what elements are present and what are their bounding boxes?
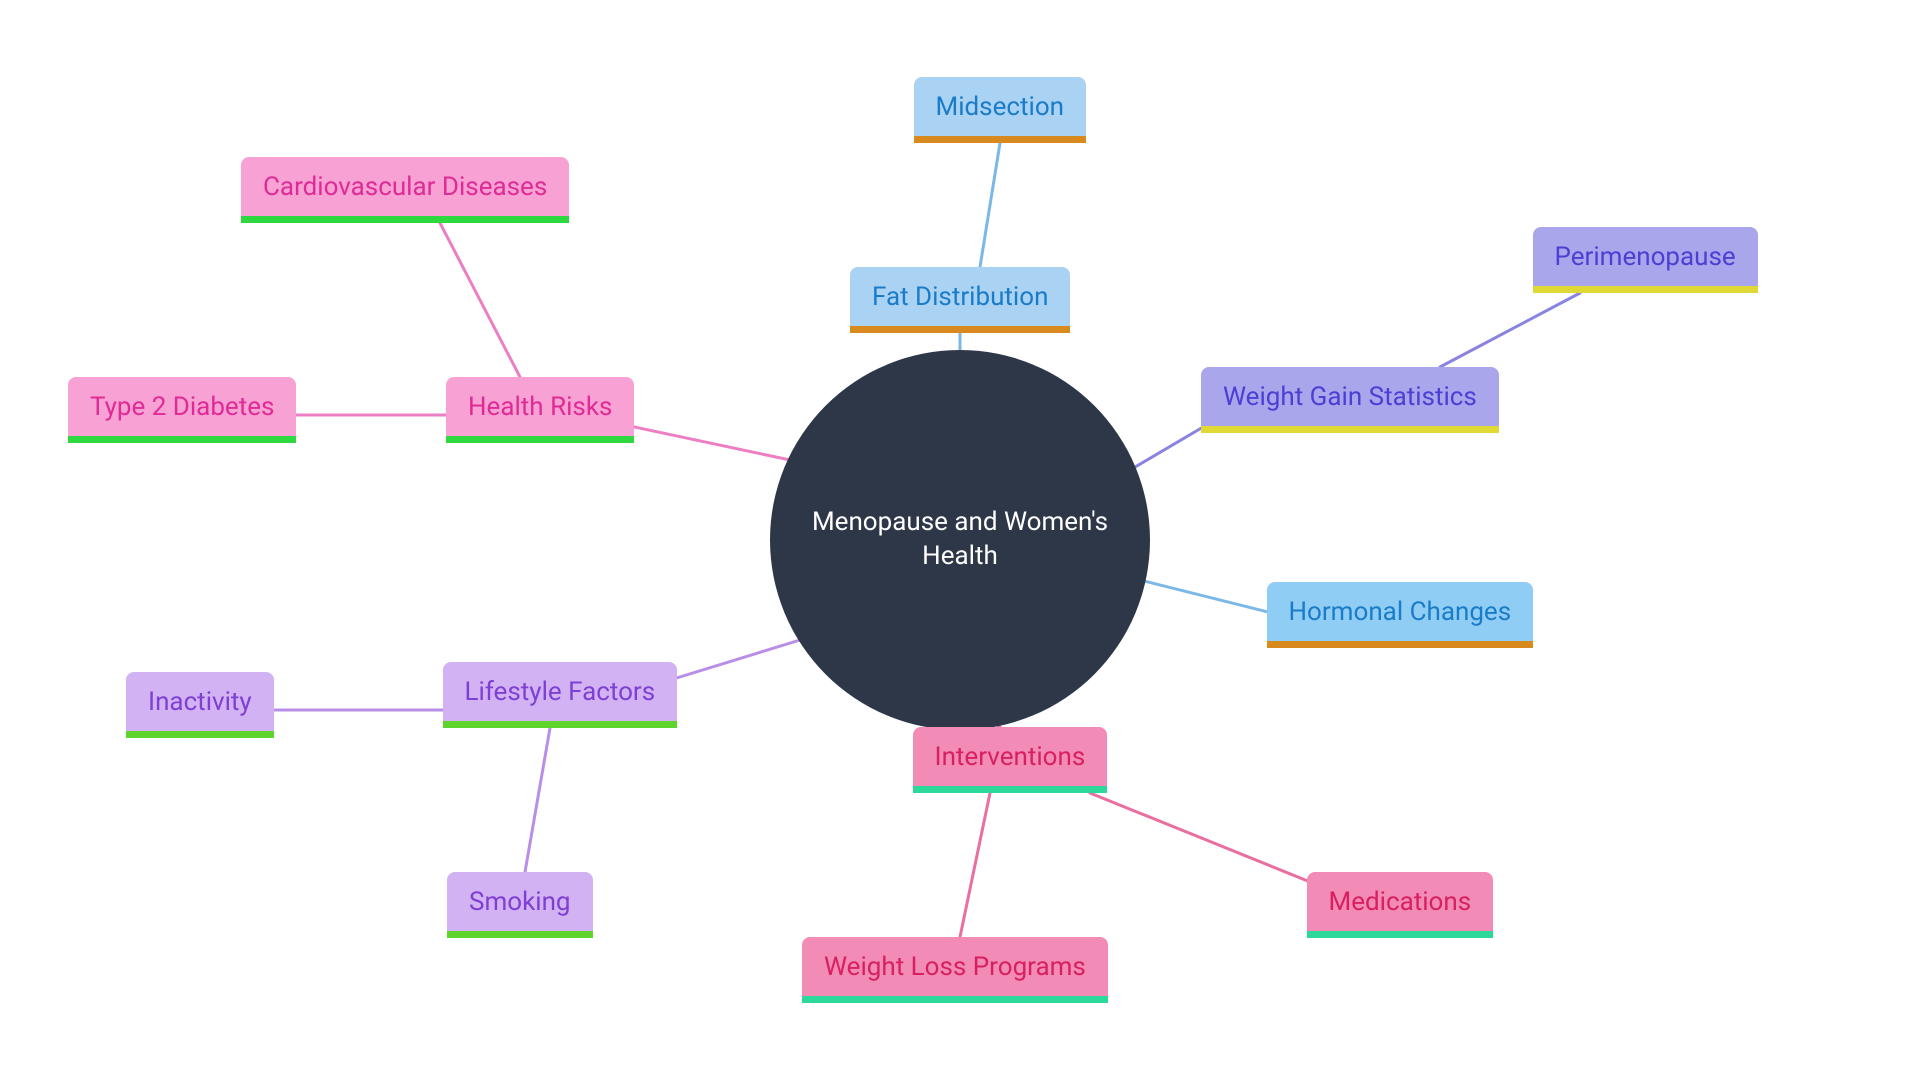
node-inactivity: Inactivity [126, 672, 274, 738]
node-interventions: Interventions [913, 727, 1108, 793]
node-label: Inactivity [148, 687, 252, 717]
node-label: Health Risks [468, 392, 612, 422]
node-label: Weight Gain Statistics [1223, 382, 1477, 412]
node-cardiovascular-diseases: Cardiovascular Diseases [241, 157, 569, 223]
node-hormonal-changes: Hormonal Changes [1267, 582, 1534, 648]
node-label: Fat Distribution [872, 282, 1048, 312]
node-label: Midsection [936, 92, 1065, 122]
node-label: Perimenopause [1555, 242, 1736, 272]
node-smoking: Smoking [447, 872, 593, 938]
node-type-2-diabetes: Type 2 Diabetes [68, 377, 296, 443]
node-weight-loss-programs: Weight Loss Programs [802, 937, 1108, 1003]
node-medications: Medications [1307, 872, 1494, 938]
node-label: Interventions [935, 742, 1086, 772]
node-label: Type 2 Diabetes [90, 392, 274, 422]
node-weight-gain-statistics: Weight Gain Statistics [1201, 367, 1499, 433]
node-label: Smoking [469, 887, 571, 917]
node-midsection: Midsection [914, 77, 1087, 143]
node-label: Weight Loss Programs [824, 952, 1086, 982]
center-node-label: Menopause and Women's Health [790, 506, 1130, 574]
node-perimenopause: Perimenopause [1533, 227, 1758, 293]
center-node: Menopause and Women's Health [770, 350, 1150, 730]
node-label: Lifestyle Factors [465, 677, 656, 707]
node-fat-distribution: Fat Distribution [850, 267, 1070, 333]
node-health-risks: Health Risks [446, 377, 634, 443]
node-lifestyle-factors: Lifestyle Factors [443, 662, 678, 728]
node-label: Hormonal Changes [1289, 597, 1512, 627]
node-label: Cardiovascular Diseases [263, 172, 547, 202]
mindmap-canvas: Menopause and Women's Health Fat Distribu… [0, 0, 1920, 1080]
node-label: Medications [1329, 887, 1472, 917]
